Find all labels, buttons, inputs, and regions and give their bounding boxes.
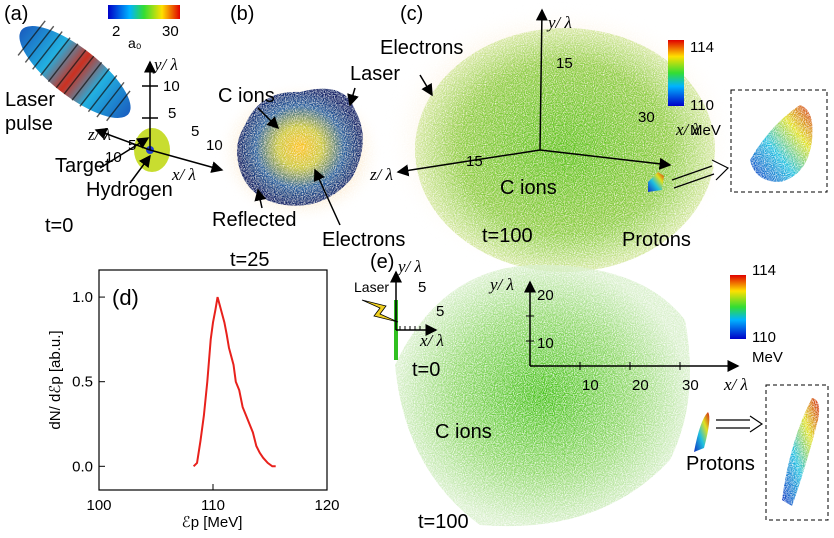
label: Reflected — [212, 209, 297, 231]
panel-a: (a) 2 30 a₀ y/ λ 10 5 5 10 10 5 z/ λ x/ … — [4, 3, 224, 237]
x-tick-label: 120 — [314, 497, 339, 514]
label: Target — [55, 155, 111, 177]
panel-label: (a) — [4, 3, 28, 25]
colorbar-title: a₀ — [128, 35, 142, 51]
label: Laser — [5, 89, 55, 111]
axis-label: z/ λ — [369, 165, 393, 184]
axis-label: z/ λ — [87, 125, 111, 144]
colorbar — [730, 275, 746, 339]
tick-label: 5 — [128, 137, 136, 154]
colorbar-label: 114 — [752, 262, 776, 279]
colorbar-label: 30 — [162, 23, 179, 40]
ion-cloud — [395, 264, 690, 527]
time-label: t=0 — [45, 215, 73, 237]
tick-label: 15 — [466, 153, 483, 170]
axis-label: y/ λ — [152, 55, 178, 74]
label: Laser — [350, 63, 400, 85]
time-label: t=25 — [230, 249, 269, 271]
spectrum-line — [192, 296, 276, 468]
protons-inset — [750, 105, 813, 182]
panel-label: (c) — [400, 3, 423, 25]
label: Protons — [686, 453, 755, 475]
tick-label: 5 — [191, 123, 199, 140]
panel-label: (e) — [370, 251, 394, 273]
tick-label: 30 — [682, 377, 699, 394]
colorbar-label: 110 — [752, 329, 776, 346]
panel-label: (b) — [230, 3, 254, 25]
ion-cloud — [415, 28, 715, 272]
axis-label: y/ λ — [488, 275, 514, 294]
panel-label: (d) — [112, 285, 139, 310]
axis-label: y/ λ — [546, 13, 572, 32]
colorbar-label: 114 — [690, 39, 714, 56]
colorbar-unit: MeV — [752, 349, 783, 366]
tick-label: 5 — [436, 303, 444, 320]
label: C ions — [500, 177, 557, 199]
tick-label: 5 — [168, 105, 176, 122]
label: C ions — [435, 421, 492, 443]
axis-label: y/ λ — [396, 257, 422, 276]
tick-label: 20 — [537, 287, 554, 304]
label: Hydrogen — [86, 179, 173, 201]
axis-label: x/ λ — [419, 331, 444, 350]
tick-label: 20 — [632, 377, 649, 394]
tick-label: 10 — [537, 335, 554, 352]
colorbar — [668, 40, 684, 106]
tick-label: 5 — [418, 279, 426, 296]
label: Electrons — [380, 37, 463, 59]
axis-label: x/ λ — [171, 165, 196, 184]
tick-label: 10 — [582, 377, 599, 394]
label: pulse — [5, 113, 53, 135]
tick-label: 10 — [163, 78, 180, 95]
axis-label: x/ λ — [723, 375, 748, 394]
protons-inset — [782, 398, 820, 506]
label: C ions — [218, 85, 275, 107]
colorbar-unit: MeV — [690, 122, 721, 139]
y-axis-label: dN/ dℰp [ab.u.] — [47, 330, 64, 429]
laser-pulse — [17, 20, 131, 122]
protons — [648, 172, 664, 192]
label: Laser — [354, 279, 389, 295]
time-label: t=100 — [418, 511, 469, 533]
tick-label: 30 — [638, 109, 655, 126]
colorbar-label: 2 — [112, 23, 120, 40]
colorbar-label: 110 — [690, 97, 714, 114]
colorbar — [108, 5, 180, 19]
spectrum-chart: (d) dN/ dℰp [ab.u.] ℰp [MeV] 0.0 0.5 1.0 10… — [47, 269, 340, 531]
panel-e: (e) Laser y/ λ 5 5 x/ λ t=0 y/ λ 20 10 1… — [354, 251, 829, 533]
x-tick-label: 110 — [201, 497, 225, 514]
y-tick-label: 1.0 — [72, 289, 93, 306]
tick-label: 10 — [105, 149, 122, 166]
panel-c: (c) y/ λ 15 Electrons 114 110 MeV 30 x/ … — [369, 2, 828, 278]
x-axis-label: ℰp [MeV] — [182, 514, 243, 531]
label: Protons — [622, 229, 691, 251]
label: Electrons — [322, 229, 405, 251]
y-tick-label: 0.5 — [72, 374, 93, 391]
axis-label: x/ λ — [675, 120, 700, 139]
time-label: t=0 — [412, 359, 440, 381]
panel-b: (b) C ions Laser Reflected Electrons t=2… — [212, 3, 405, 271]
x-tick-label: 100 — [86, 497, 111, 514]
y-tick-label: 0.0 — [72, 458, 93, 475]
tick-label: 15 — [556, 55, 573, 72]
time-label: t=100 — [482, 225, 533, 247]
protons — [694, 412, 710, 452]
